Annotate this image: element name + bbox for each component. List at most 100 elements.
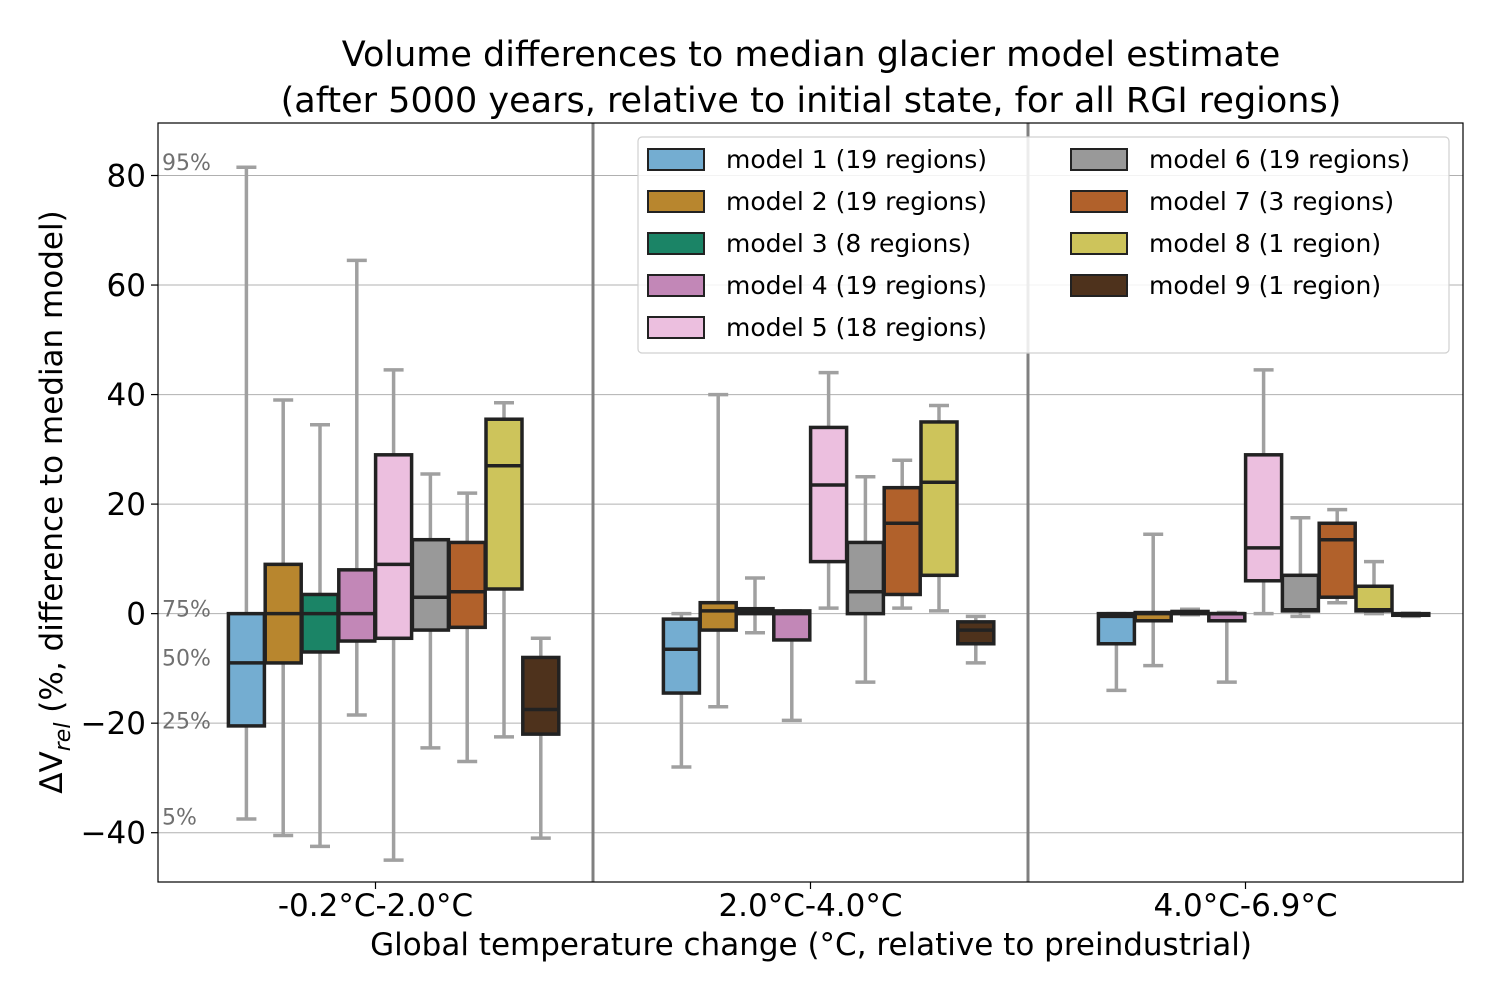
box-2-1 [263, 398, 303, 838]
legend-swatch [1070, 232, 1128, 255]
y-axis-label-sub: rel [51, 723, 76, 752]
box-rect [447, 540, 487, 630]
plot-frame [157, 122, 1464, 883]
x-tick-label: 4.0°C-6.9°C [1153, 888, 1337, 924]
legend-label: model 8 (1 region) [1149, 229, 1381, 258]
box-rect [845, 540, 886, 616]
percentile-label: 50% [162, 647, 211, 672]
y-tick-label: 80 [107, 159, 146, 195]
legend-item: model 5 (18 regions) [647, 313, 987, 342]
legend-label: model 5 (18 regions) [726, 313, 987, 342]
box-5-3 [1243, 368, 1284, 616]
box-6-2 [845, 474, 886, 684]
x-tick-label: 2.0°C-4.0°C [718, 888, 902, 924]
legend-label: model 2 (19 regions) [726, 187, 987, 216]
legend-frame [637, 136, 1450, 354]
box-5-1 [373, 368, 414, 862]
box-7-3 [1317, 507, 1357, 605]
legend-swatch [647, 148, 705, 171]
box-4-1 [337, 258, 377, 717]
box-rect [226, 611, 267, 728]
box-3-1 [300, 422, 340, 849]
y-axis-label: ΔVrel (%, difference to median model) [34, 210, 76, 793]
box-1-2 [661, 611, 702, 769]
legend-swatch [1070, 148, 1128, 171]
legend-item: model 7 (3 regions) [1070, 187, 1394, 216]
box-6-3 [1280, 516, 1321, 619]
box-rect [300, 592, 340, 654]
box-rect [919, 420, 959, 578]
box-8-1 [484, 401, 524, 739]
box-rect [484, 417, 524, 591]
box-6-1 [410, 472, 451, 750]
box-rect [661, 617, 702, 695]
legend-swatch [647, 316, 705, 339]
box-1-3 [1096, 611, 1137, 693]
chart-title: Volume differences to median glacier mod… [342, 35, 1280, 75]
legend-item: model 6 (19 regions) [1070, 145, 1410, 174]
y-tick-label: 60 [107, 268, 146, 304]
box-7-1 [447, 491, 487, 764]
percentile-label: 5% [162, 805, 197, 830]
legend-swatch [647, 232, 705, 255]
legend-item: model 1 (19 regions) [647, 145, 987, 174]
percentile-label: 75% [162, 597, 211, 622]
legend-label: model 7 (3 regions) [1149, 187, 1394, 216]
box-8-3 [1354, 559, 1394, 616]
box-rect [1096, 611, 1137, 646]
box-rect [1280, 573, 1321, 613]
x-ticks: -0.2°C-2.0°C 2.0°C-4.0°C 4.0°C-6.9°C [278, 882, 1338, 924]
box-2-3 [1133, 532, 1173, 668]
legend-item: model 2 (19 regions) [647, 187, 987, 216]
legend-swatch [1070, 274, 1128, 297]
legend-label: model 4 (19 regions) [726, 271, 987, 300]
box-rect [1317, 521, 1357, 599]
y-tick-label: −20 [81, 706, 146, 742]
box-2-2 [698, 392, 738, 709]
legend-label: model 1 (19 regions) [726, 145, 987, 174]
legend: model 1 (19 regions) model 2 (19 regions)… [637, 136, 1450, 354]
box-rect [410, 537, 451, 632]
box-1-1 [226, 165, 267, 821]
box-3-3 [1170, 607, 1210, 617]
y-axis-label-rest: (%, difference to median model) [34, 210, 70, 722]
y-tick-label: −40 [81, 816, 146, 852]
legend-label: model 6 (19 regions) [1149, 145, 1410, 174]
x-tick-label: -0.2°C-2.0°C [278, 888, 473, 924]
box-rect [1354, 584, 1394, 613]
box-rect [698, 600, 738, 632]
y-tick-label: 0 [126, 597, 146, 633]
box-4-2 [772, 609, 812, 723]
legend-swatch [647, 274, 705, 297]
legend-label: model 9 (1 region) [1149, 271, 1381, 300]
box-9-3 [1391, 611, 1431, 619]
boxes [226, 165, 1431, 862]
percentile-label: 95% [162, 151, 211, 176]
legend-item: model 3 (8 regions) [647, 229, 971, 258]
y-tick-label: 20 [107, 487, 146, 523]
box-rect [808, 425, 849, 564]
legend-item: model 9 (1 region) [1070, 271, 1381, 300]
box-4-3 [1207, 610, 1247, 684]
percentile-labels: 95% 75% 50% 25% 5% [162, 151, 211, 830]
y-axis-label-main: ΔV [34, 751, 70, 793]
y-tick-label: 40 [107, 378, 146, 414]
box-rect [882, 485, 922, 597]
box-rect [772, 609, 812, 642]
box-9-1 [521, 636, 561, 840]
chart-subtitle: (after 5000 years, relative to initial s… [281, 81, 1342, 121]
box-rect [956, 620, 996, 646]
legend-swatch [1070, 190, 1128, 213]
legend-item: model 4 (19 regions) [647, 271, 987, 300]
legend-label: model 3 (8 regions) [726, 229, 971, 258]
y-ticks: −40 −20 0 20 40 60 80 [81, 159, 158, 852]
box-rect [521, 655, 561, 736]
legend-item: model 8 (1 region) [1070, 229, 1381, 258]
box-8-2 [919, 403, 959, 613]
box-rect [373, 453, 414, 641]
percentile-label: 25% [162, 710, 211, 735]
x-axis-label: Global temperature change (°C, relative … [370, 927, 1252, 963]
box-rect [1243, 453, 1284, 583]
box-7-2 [882, 458, 922, 610]
